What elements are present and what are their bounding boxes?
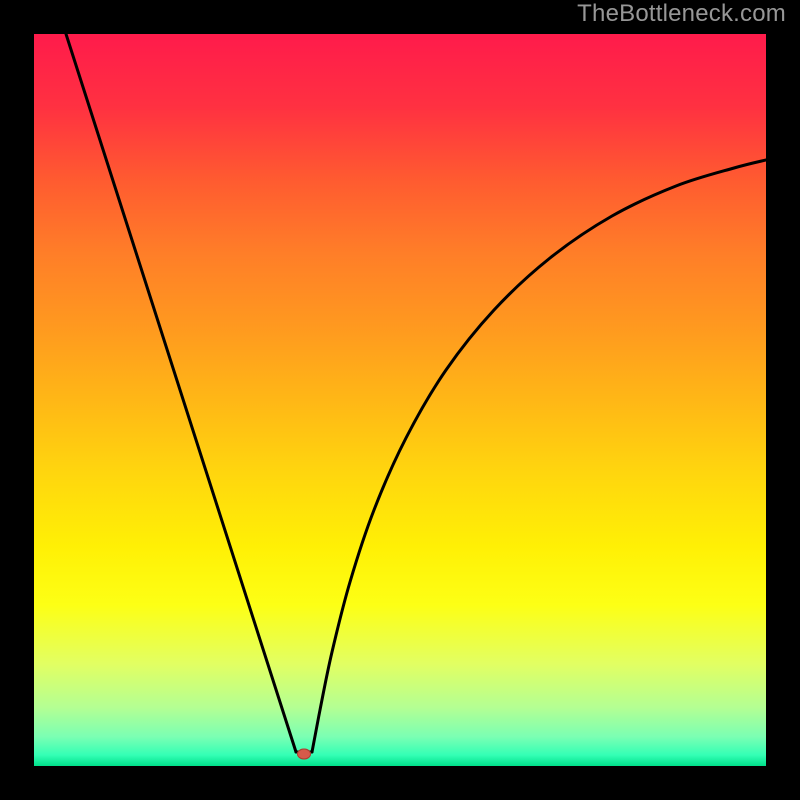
plot-area: [34, 34, 766, 766]
chart-frame: TheBottleneck.com: [0, 0, 800, 800]
watermark-text: TheBottleneck.com: [577, 0, 786, 28]
optimum-marker: [297, 749, 311, 760]
bottleneck-curve: [34, 34, 766, 766]
